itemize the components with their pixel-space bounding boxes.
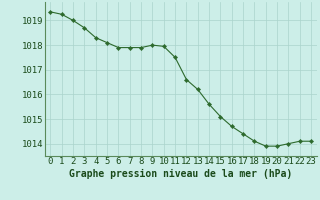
X-axis label: Graphe pression niveau de la mer (hPa): Graphe pression niveau de la mer (hPa) <box>69 169 292 179</box>
